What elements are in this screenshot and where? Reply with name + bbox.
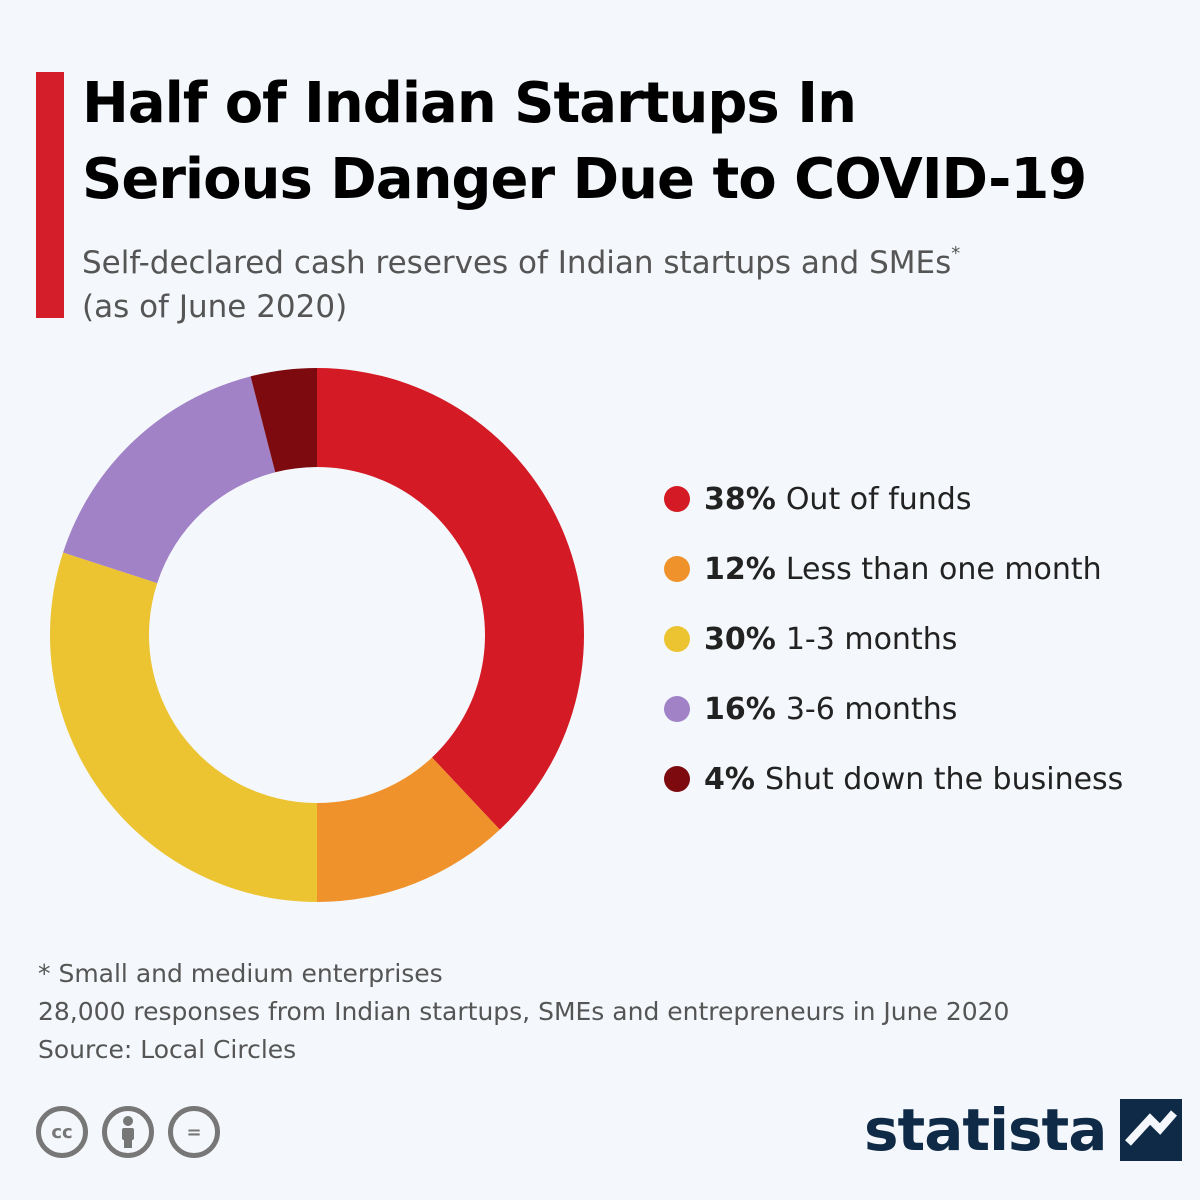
legend-value: 30%	[704, 621, 776, 657]
legend-item: 38% Out of funds	[664, 464, 1184, 534]
statista-logo[interactable]: statista	[864, 1096, 1183, 1164]
responses-text: 28,000 responses from Indian startups, S…	[38, 997, 1010, 1026]
no-derivatives-icon[interactable]: =	[168, 1106, 220, 1158]
chart-notes: * Small and medium enterprises 28,000 re…	[38, 955, 1009, 1069]
attribution-icon[interactable]	[102, 1106, 154, 1158]
legend-label: 1-3 months	[785, 621, 958, 657]
donut-slice-1	[317, 368, 584, 830]
person-icon	[122, 1116, 134, 1148]
chart-legend: 38% Out of funds 12% Less than one month 30%…	[664, 464, 1184, 814]
subtitle-line-2: (as of June 2020)	[82, 289, 348, 325]
source-text: Source: Local Circles	[38, 1035, 297, 1064]
license-icons: cc =	[36, 1106, 220, 1158]
chart-subtitle: Self-declared cash reserves of Indian st…	[82, 232, 1182, 329]
accent-bar	[36, 72, 64, 318]
legend-label: Shut down the business	[764, 761, 1124, 797]
legend-dot-icon	[664, 696, 690, 722]
subtitle-line-1: Self-declared cash reserves of Indian st…	[82, 245, 952, 281]
footnote-text: * Small and medium enterprises	[38, 959, 443, 988]
legend-label: Out of funds	[785, 481, 972, 517]
legend-dot-icon	[664, 626, 690, 652]
creative-commons-icon[interactable]: cc	[36, 1106, 88, 1158]
brand-name: statista	[864, 1096, 1107, 1164]
legend-dot-icon	[664, 766, 690, 792]
donut-slice-5	[250, 368, 317, 473]
legend-label: Less than one month	[785, 551, 1102, 587]
statista-mark-icon	[1120, 1099, 1183, 1161]
legend-label: 3-6 months	[785, 691, 958, 727]
legend-item: 4% Shut down the business	[664, 744, 1184, 814]
legend-dot-icon	[664, 556, 690, 582]
legend-value: 12%	[704, 551, 776, 587]
nd-icon-label: =	[186, 1121, 202, 1143]
subtitle-footnote-marker: *	[951, 243, 961, 264]
cc-icon-label: cc	[51, 1121, 73, 1143]
chart-title: Half of Indian Startups In Serious Dange…	[82, 66, 1182, 218]
donut-slice-2	[317, 757, 500, 902]
donut-slice-3	[49, 552, 318, 902]
legend-value: 4%	[704, 761, 755, 797]
title-line-2: Serious Danger Due to COVID-19	[82, 147, 1087, 212]
title-line-1: Half of Indian Startups In	[82, 71, 857, 136]
legend-dot-icon	[664, 486, 690, 512]
legend-item: 12% Less than one month	[664, 534, 1184, 604]
legend-item: 30% 1-3 months	[664, 604, 1184, 674]
legend-value: 16%	[704, 691, 776, 727]
legend-value: 38%	[704, 481, 776, 517]
legend-item: 16% 3-6 months	[664, 674, 1184, 744]
donut-slice-4	[63, 376, 276, 584]
donut-chart	[49, 368, 584, 902]
